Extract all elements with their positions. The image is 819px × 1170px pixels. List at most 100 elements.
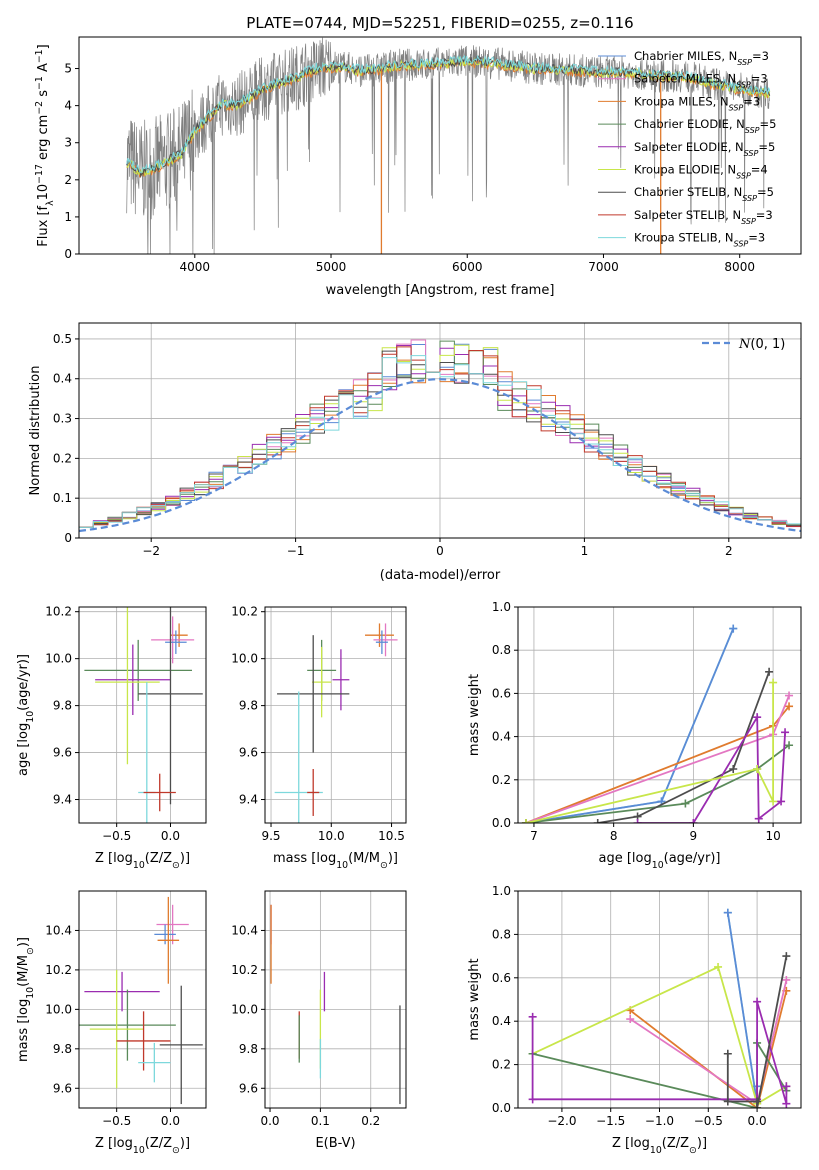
gridlines: [518, 890, 801, 1109]
gridlines: [79, 891, 206, 1108]
x-axis-label: (data-model)/error: [380, 568, 501, 583]
x-tick-label: 4000: [180, 260, 211, 274]
series-marker: [723, 908, 732, 917]
error-bar-point: [154, 924, 176, 945]
x-tick-label: 9.5: [261, 829, 280, 843]
series-line: [633, 713, 790, 823]
y-tick-label: 0.6: [492, 686, 511, 700]
y-tick-label: 9.6: [53, 746, 72, 760]
error-bar-point: [151, 616, 195, 664]
error-bar-point: [375, 630, 388, 654]
x-tick-label: 6000: [452, 260, 483, 274]
series-marker: [528, 1095, 537, 1104]
error-bar-point: [138, 607, 203, 805]
y-tick-label: 9.6: [53, 1081, 72, 1095]
x-axis-label: E(B-V): [315, 1136, 355, 1151]
error-bar-point: [95, 607, 160, 765]
series-marker: [633, 819, 642, 823]
series-path: [525, 695, 790, 823]
error-bar-point: [373, 623, 398, 657]
y-tick-label: 2: [64, 173, 72, 187]
y-tick-label: 9.6: [239, 746, 258, 760]
y-tick-label: 0.8: [492, 643, 511, 657]
legend: Chabrier MILES, NSSP=3 Salpeter MILES, NS…: [598, 49, 776, 248]
spectrum-panel: 4000 5000 6000 7000 8000 0 1 2 3 4 5 wavelength [An…: [34, 36, 802, 298]
y-tick-label: 0.1: [53, 491, 72, 505]
error-bar-point: [312, 646, 332, 718]
axes-frame: [264, 890, 407, 1109]
series-marker: [782, 1082, 791, 1091]
series-path: [726, 912, 758, 1104]
series-marker: [753, 765, 762, 773]
y-axis-label: age [log10(age/yr)]: [16, 654, 36, 776]
y-tick-label: 9.8: [53, 699, 72, 713]
series-marker: [782, 1099, 791, 1108]
series-marker: [723, 1049, 732, 1058]
x-tick-label: −2: [142, 544, 160, 558]
y-tick-label: 9.8: [239, 1042, 258, 1056]
error-bars: [270, 904, 401, 1105]
y-tick-label: 0.4: [53, 372, 72, 386]
series-marker: [593, 819, 602, 823]
y-tick-label: 10.4: [231, 923, 258, 937]
series-line: [528, 997, 791, 1108]
x-axis-label: Z [log10(Z/Z⊙)]: [612, 1136, 707, 1156]
legend-label: Salpeter STELIB, NSSP=3: [634, 208, 773, 226]
y-axis-label: Flux [fλ10−17 erg cm−2 s−1 A−1]: [34, 44, 56, 246]
series-marker: [769, 797, 778, 806]
y-tick-label: 0: [64, 531, 72, 545]
axes-frame: [78, 606, 207, 824]
series-path: [525, 682, 774, 823]
axes-frame: [264, 606, 407, 824]
error-bar-point: [95, 644, 171, 715]
error-bar-point: [89, 969, 144, 1089]
y-tick-label: 1: [64, 210, 72, 224]
weight-series: [528, 908, 791, 1108]
error-bars: [79, 896, 203, 1105]
series-line: [521, 624, 738, 823]
y-tick-label: 5: [64, 62, 72, 76]
x-tick-label: 7: [530, 829, 538, 843]
series-marker: [754, 814, 763, 823]
error-bar-point: [79, 989, 176, 1061]
y-tick-label: 10.4: [45, 923, 72, 937]
legend-label: Salpeter ELODIE, NSSP=5: [634, 140, 775, 158]
x-tick-label: 0.0: [161, 1114, 180, 1128]
error-bar-point: [165, 630, 187, 654]
Z-vs-mass-panel: −0.5 0.0 9.6 9.8 10.0 10.2 10.4 Z [log10(Z/Z⊙)]…: [16, 890, 207, 1156]
y-axis-label: mass weight: [467, 958, 482, 1040]
series-marker: [681, 799, 690, 808]
y-axis-label: mass [log10(M/M⊙)]: [16, 937, 36, 1062]
x-tick-label: −0.5: [102, 829, 131, 843]
error-bar-point: [138, 1042, 171, 1083]
histogram-step: [79, 346, 801, 528]
axes-frame: [78, 890, 207, 1109]
axes-frame: [517, 606, 802, 824]
x-tick-label: 9: [690, 829, 698, 843]
y-tick-label: 0.2: [492, 1058, 511, 1072]
error-bar-point: [84, 971, 160, 1012]
series-marker: [729, 765, 738, 773]
series-marker: [785, 691, 794, 700]
x-tick-label: 10.0: [318, 829, 345, 843]
y-tick-label: 10.2: [231, 963, 258, 977]
error-bar-point: [157, 896, 180, 984]
mass-vs-age-panel: 9.5 10.0 10.5 9.4 9.6 9.8 10.0 10.2 mass [log10(…: [231, 605, 407, 871]
y-tick-label: 10.0: [231, 1002, 258, 1016]
series-marker: [753, 1104, 762, 1108]
x-tick-label: 0.0: [161, 829, 180, 843]
error-bar-point: [277, 635, 350, 753]
x-tick-label: −0.5: [694, 1114, 723, 1128]
y-tick-label: 0.0: [492, 816, 511, 830]
weight-vs-Z-panel: −2.0 −1.5 −1.0 −0.5 0.0 0.0 0.2 0.4 0.6 0.8 1.0 Z […: [467, 884, 802, 1156]
ebv-vs-mass-panel: 0.0 0.1 0.2 9.6 9.8 10.0 10.2 10.4 E(B-V): [231, 890, 407, 1151]
y-tick-label: 10.2: [45, 963, 72, 977]
legend-label: Kroupa MILES, NSSP=3: [634, 94, 760, 112]
x-axis-label: Z [log10(Z/Z⊙)]: [95, 851, 190, 871]
series-line: [521, 678, 778, 823]
spectrum-lines: [126, 37, 771, 254]
weight-vs-age-panel: 7 8 9 10 0.0 0.2 0.4 0.6 0.8 1.0 age [log10(age/yr…: [467, 600, 802, 871]
y-tick-label: 0.8: [492, 927, 511, 941]
series-marker: [785, 702, 794, 711]
series-path: [629, 990, 788, 1108]
